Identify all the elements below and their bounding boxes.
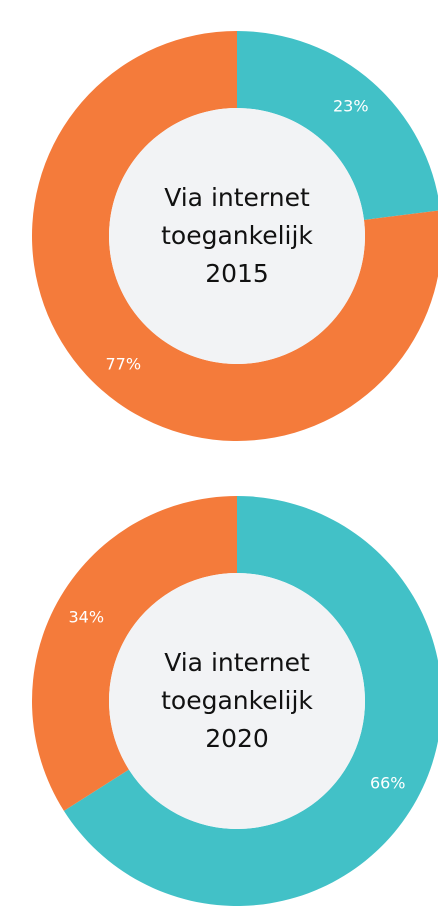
donut-segment (237, 31, 438, 220)
donut-segment (63, 496, 438, 906)
donut-segment (32, 496, 238, 811)
center-title: Via internet toegankelijk 2015 (161, 183, 313, 288)
value-label: 23% (333, 96, 369, 115)
center-title: Via internet toegankelijk 2020 (161, 648, 313, 753)
donut-hole (109, 108, 365, 364)
value-label: 66% (370, 773, 406, 792)
donut-segment (32, 31, 438, 441)
value-label: 34% (68, 608, 104, 627)
donut-hole (109, 573, 365, 829)
value-label: 77% (105, 355, 141, 374)
